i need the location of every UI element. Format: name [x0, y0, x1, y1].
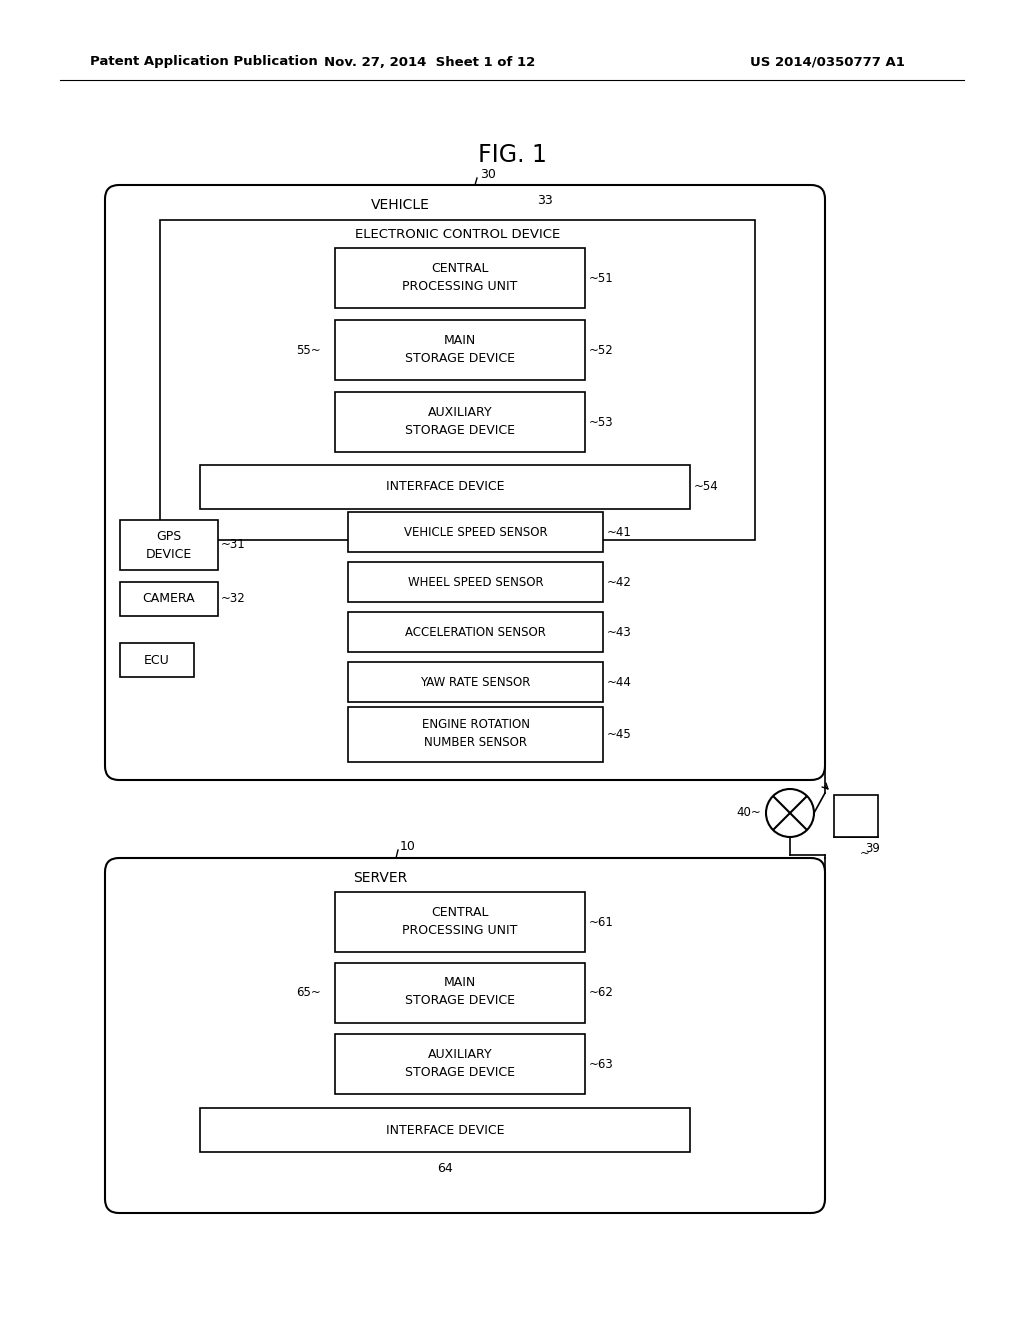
Bar	[348, 612, 603, 652]
Text: ~62: ~62	[589, 986, 613, 999]
Bar	[335, 1034, 585, 1094]
Bar	[120, 643, 194, 677]
Text: MAIN: MAIN	[443, 334, 476, 346]
Text: SERVER: SERVER	[353, 871, 408, 884]
Text: ELECTRONIC CONTROL DEVICE: ELECTRONIC CONTROL DEVICE	[355, 227, 560, 240]
Text: 33: 33	[537, 194, 553, 206]
Text: STORAGE DEVICE: STORAGE DEVICE	[406, 424, 515, 437]
Text: ACCELERATION SENSOR: ACCELERATION SENSOR	[406, 626, 546, 639]
Bar	[335, 392, 585, 451]
Text: Nov. 27, 2014  Sheet 1 of 12: Nov. 27, 2014 Sheet 1 of 12	[325, 55, 536, 69]
Bar	[348, 708, 603, 762]
Text: ~54: ~54	[694, 480, 719, 494]
Text: ~44: ~44	[607, 676, 632, 689]
FancyBboxPatch shape	[105, 858, 825, 1213]
Bar	[348, 512, 603, 552]
Text: CENTRAL: CENTRAL	[431, 906, 488, 919]
Bar	[120, 520, 218, 570]
Text: WHEEL SPEED SENSOR: WHEEL SPEED SENSOR	[408, 576, 544, 589]
Text: 39: 39	[865, 842, 880, 855]
Text: 40~: 40~	[736, 807, 761, 820]
Text: ~61: ~61	[589, 916, 613, 928]
Text: ~52: ~52	[589, 343, 613, 356]
Text: DEVICE: DEVICE	[145, 548, 193, 561]
Text: PROCESSING UNIT: PROCESSING UNIT	[402, 280, 518, 293]
Bar	[348, 663, 603, 702]
Bar	[335, 964, 585, 1023]
Text: CAMERA: CAMERA	[142, 593, 196, 606]
Text: 64: 64	[437, 1162, 453, 1175]
Text: YAW RATE SENSOR: YAW RATE SENSOR	[420, 676, 530, 689]
Text: INTERFACE DEVICE: INTERFACE DEVICE	[386, 1123, 504, 1137]
Text: STORAGE DEVICE: STORAGE DEVICE	[406, 994, 515, 1007]
Text: STORAGE DEVICE: STORAGE DEVICE	[406, 1065, 515, 1078]
Bar	[335, 892, 585, 952]
Bar	[160, 220, 755, 540]
Text: US 2014/0350777 A1: US 2014/0350777 A1	[750, 55, 905, 69]
Text: 55~: 55~	[296, 343, 321, 356]
Text: Patent Application Publication: Patent Application Publication	[90, 55, 317, 69]
Bar	[348, 562, 603, 602]
Text: CENTRAL: CENTRAL	[431, 261, 488, 275]
Text: ~42: ~42	[607, 576, 632, 589]
Text: AUXILIARY: AUXILIARY	[428, 405, 493, 418]
Text: STORAGE DEVICE: STORAGE DEVICE	[406, 351, 515, 364]
Text: ~31: ~31	[221, 539, 246, 552]
Text: ~45: ~45	[607, 729, 632, 741]
Text: MAIN: MAIN	[443, 977, 476, 990]
Text: FIG. 1: FIG. 1	[477, 143, 547, 168]
Bar	[200, 1107, 690, 1152]
Text: PROCESSING UNIT: PROCESSING UNIT	[402, 924, 518, 936]
Text: INTERFACE DEVICE: INTERFACE DEVICE	[386, 480, 504, 494]
Text: ~51: ~51	[589, 272, 613, 285]
Text: ~53: ~53	[589, 416, 613, 429]
Text: 65~: 65~	[296, 986, 321, 999]
Bar	[335, 319, 585, 380]
Bar	[120, 582, 218, 616]
Text: ENGINE ROTATION: ENGINE ROTATION	[422, 718, 529, 731]
Text: ~43: ~43	[607, 626, 632, 639]
Text: ~41: ~41	[607, 525, 632, 539]
Text: GPS: GPS	[157, 531, 181, 544]
FancyBboxPatch shape	[105, 185, 825, 780]
Text: ~32: ~32	[221, 593, 246, 606]
Text: VEHICLE: VEHICLE	[371, 198, 429, 213]
Text: 10: 10	[400, 841, 416, 854]
Bar	[200, 465, 690, 510]
Text: ~: ~	[860, 846, 869, 859]
Text: VEHICLE SPEED SENSOR: VEHICLE SPEED SENSOR	[403, 525, 547, 539]
Text: 30: 30	[480, 169, 496, 181]
Text: AUXILIARY: AUXILIARY	[428, 1048, 493, 1060]
Text: NUMBER SENSOR: NUMBER SENSOR	[424, 737, 527, 750]
Bar	[335, 248, 585, 308]
Bar	[834, 795, 878, 837]
Text: ECU: ECU	[144, 653, 170, 667]
Text: ~63: ~63	[589, 1057, 613, 1071]
